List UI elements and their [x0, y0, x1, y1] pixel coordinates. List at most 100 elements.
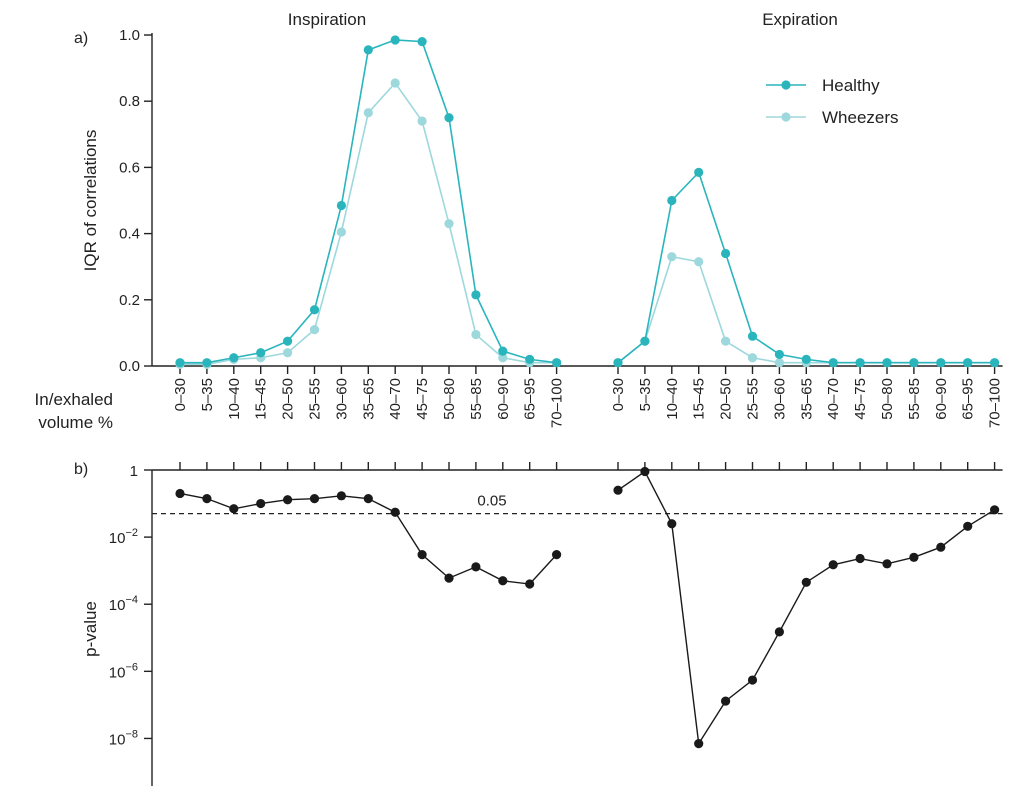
- point-wheezers-inspiration: [336, 227, 346, 237]
- pvalue-point-expiration: [963, 521, 973, 531]
- y-tick-label-b: 1: [130, 463, 138, 480]
- x-tick-label-inspiration: 0–30: [172, 378, 189, 411]
- x-tick-label-inspiration: 70–100: [549, 378, 566, 428]
- pvalue-point-inspiration: [525, 579, 535, 589]
- point-healthy-inspiration: [336, 200, 346, 211]
- x-tick-label-expiration: 25–55: [745, 378, 762, 420]
- pvalue-point-inspiration: [417, 550, 427, 560]
- point-healthy-inspiration: [552, 358, 562, 368]
- y-axis-title-a: IQR of correlations: [81, 130, 100, 272]
- x-tick-label-expiration: 35–65: [798, 378, 815, 420]
- x-tick-label-expiration: 40–70: [825, 378, 842, 420]
- pvalue-point-expiration: [882, 559, 892, 569]
- x-tick-label-expiration: 55–85: [906, 378, 923, 420]
- x-tick-label-inspiration: 45–75: [414, 378, 431, 420]
- x-axis-title-line2: volume %: [38, 413, 113, 432]
- panel-b-label: b): [74, 461, 88, 478]
- x-tick-label-inspiration: 30–60: [333, 378, 350, 420]
- point-healthy-inspiration: [175, 358, 185, 368]
- y-axis-title-b: p-value: [81, 601, 100, 657]
- pvalue-point-inspiration: [390, 507, 400, 517]
- x-tick-label-expiration: 60–90: [933, 378, 950, 420]
- x-tick-label-inspiration: 60–90: [495, 378, 512, 420]
- legend-marker-healthy: [781, 80, 791, 90]
- legend-marker-wheezers: [781, 112, 791, 122]
- x-tick-label-expiration: 65–95: [960, 378, 977, 420]
- y-tick-label-b: 10−2: [109, 527, 138, 547]
- pvalue-point-expiration: [613, 485, 623, 495]
- y-tick-label-a: 1.0: [119, 27, 140, 44]
- point-wheezers-inspiration: [363, 108, 373, 118]
- legend-label-healthy: Healthy: [822, 76, 880, 95]
- point-healthy-inspiration: [283, 336, 293, 346]
- x-tick-label-expiration: 5–35: [637, 378, 654, 411]
- y-tick-label-b: 10−8: [109, 728, 138, 748]
- pvalue-point-expiration: [667, 519, 677, 529]
- pvalue-point-expiration: [747, 675, 758, 685]
- inspiration-title: Inspiration: [288, 10, 366, 29]
- pvalue-point-inspiration: [283, 495, 293, 505]
- line-healthy-inspiration: [180, 39, 557, 364]
- point-healthy-expiration: [613, 358, 623, 368]
- x-tick-label-expiration: 70–100: [987, 378, 1004, 428]
- pvalue-point-expiration: [640, 466, 650, 477]
- x-tick-label-expiration: 45–75: [852, 378, 869, 420]
- point-healthy-expiration: [909, 358, 919, 368]
- pvalue-point-inspiration: [552, 550, 562, 560]
- y-tick-label-a: 0.0: [119, 358, 140, 375]
- point-wheezers-inspiration: [471, 329, 481, 340]
- pvalue-point-expiration: [721, 696, 731, 706]
- x-tick-label-inspiration: 25–55: [307, 378, 324, 420]
- x-tick-label-expiration: 50–80: [879, 378, 896, 420]
- x-tick-label-inspiration: 15–45: [253, 378, 270, 420]
- point-wheezers-expiration: [721, 336, 731, 346]
- y-tick-label-b: 10−4: [109, 594, 138, 614]
- x-tick-label-inspiration: 65–95: [522, 378, 539, 420]
- pvalue-point-inspiration: [202, 494, 212, 504]
- x-tick-label-expiration: 30–60: [771, 378, 788, 420]
- point-healthy-expiration: [963, 358, 973, 368]
- x-tick-label-expiration: 15–45: [691, 378, 708, 420]
- x-tick-label-inspiration: 35–65: [360, 378, 377, 420]
- x-tick-label-expiration: 20–50: [718, 378, 735, 420]
- x-tick-label-inspiration: 20–50: [280, 378, 297, 420]
- point-healthy-inspiration: [498, 346, 508, 356]
- pvalue-point-expiration: [801, 577, 811, 587]
- point-healthy-inspiration: [202, 358, 212, 368]
- point-healthy-inspiration: [444, 113, 454, 123]
- pvalue-point-expiration: [936, 542, 946, 552]
- x-tick-label-inspiration: 5–35: [199, 378, 216, 411]
- point-healthy-inspiration: [363, 45, 373, 55]
- pvalue-point-inspiration: [336, 491, 346, 501]
- pvalue-point-expiration: [774, 627, 785, 637]
- pvalue-point-expiration: [855, 553, 865, 564]
- pvalue-point-inspiration: [175, 488, 185, 499]
- point-healthy-expiration: [882, 358, 892, 368]
- y-tick-label-a: 0.4: [119, 226, 140, 243]
- point-wheezers-expiration: [667, 252, 677, 262]
- threshold-label: 0.05: [477, 493, 506, 510]
- x-tick-label-expiration: 0–30: [610, 378, 627, 411]
- pvalue-point-inspiration: [229, 504, 239, 514]
- point-healthy-inspiration: [525, 354, 535, 364]
- point-healthy-inspiration: [471, 290, 481, 300]
- point-healthy-inspiration: [256, 348, 266, 358]
- point-wheezers-inspiration: [309, 324, 320, 335]
- point-wheezers-expiration: [774, 358, 785, 368]
- point-healthy-expiration: [801, 354, 811, 364]
- x-tick-label-inspiration: 50–80: [441, 378, 458, 420]
- pvalue-point-expiration: [909, 552, 919, 562]
- pvalue-line-expiration: [617, 470, 995, 746]
- point-healthy-expiration: [667, 195, 677, 206]
- point-healthy-expiration: [640, 336, 650, 346]
- point-wheezers-expiration: [747, 353, 758, 363]
- point-healthy-inspiration: [229, 353, 239, 363]
- pvalue-point-expiration: [694, 739, 704, 749]
- point-healthy-inspiration: [309, 305, 320, 315]
- pvalue-point-inspiration: [498, 576, 508, 586]
- pvalue-point-inspiration: [471, 562, 481, 572]
- x-tick-label-inspiration: 40–70: [387, 378, 404, 420]
- point-wheezers-expiration: [694, 257, 704, 267]
